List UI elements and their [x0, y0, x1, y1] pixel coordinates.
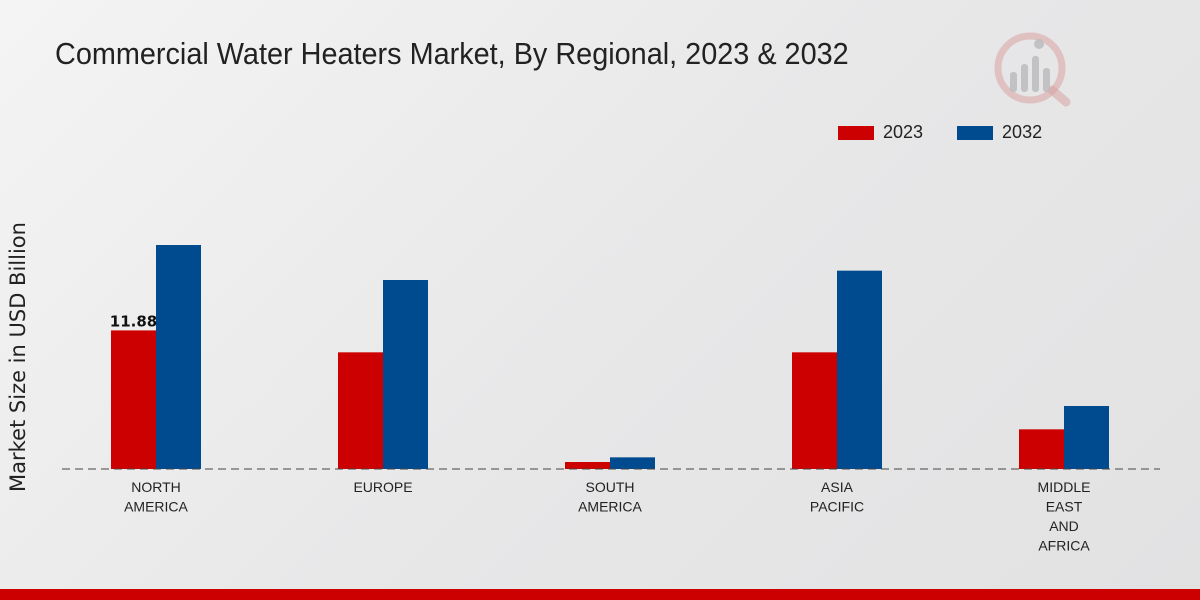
bar-2032-2	[610, 457, 655, 469]
bar-2023-0	[111, 330, 156, 469]
legend-swatch-2023	[838, 125, 874, 140]
x-tick-label-3: ASIA PACIFIC	[810, 479, 864, 515]
x-tick-label-2: SOUTH AMERICA	[578, 479, 642, 515]
bar-2023-2	[565, 462, 610, 469]
legend-swatch-2032	[957, 125, 994, 140]
chart-title: Commercial Water Heaters Market, By Regi…	[55, 36, 849, 71]
chart-legend: 2023 2032	[838, 122, 1076, 143]
x-tick-label-1: EUROPE	[353, 479, 412, 495]
footer-accent-bar	[0, 589, 1200, 600]
data-label-2023-0: 11.88	[110, 312, 157, 330]
bar-2023-3	[792, 352, 837, 469]
legend-item-2023: 2023	[838, 122, 923, 143]
bar-2032-0	[156, 245, 201, 469]
bar-2023-4	[1019, 429, 1064, 469]
x-tick-label-4: MIDDLE EAST AND AFRICA	[1038, 479, 1091, 554]
bar-2032-3	[837, 270, 882, 469]
x-tick-label-0: NORTH AMERICA	[124, 479, 188, 515]
legend-label-2023: 2023	[883, 122, 924, 142]
bar-2032-4	[1064, 406, 1109, 469]
brand-logo-icon	[994, 32, 1071, 107]
legend-label-2032: 2032	[1002, 122, 1043, 142]
legend-item-2032: 2032	[957, 122, 1042, 143]
bar-2032-1	[383, 280, 428, 469]
bar-2023-1	[338, 352, 383, 469]
